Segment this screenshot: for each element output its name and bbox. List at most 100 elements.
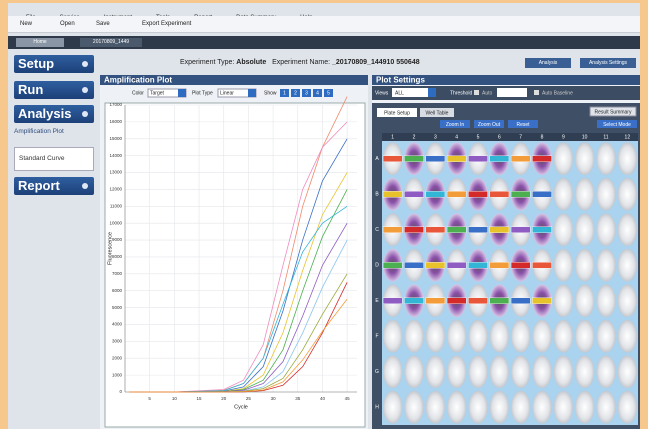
well[interactable] bbox=[553, 248, 573, 282]
well[interactable] bbox=[532, 319, 552, 353]
well[interactable] bbox=[511, 319, 531, 353]
well-tag bbox=[532, 155, 552, 162]
tab[interactable]: 20170809_1449 bbox=[80, 38, 142, 47]
button-label: Select Mode bbox=[603, 122, 631, 128]
well[interactable] bbox=[553, 177, 573, 211]
show-button[interactable] bbox=[291, 89, 300, 97]
button[interactable]: Analysis bbox=[525, 58, 571, 68]
well[interactable] bbox=[425, 319, 445, 353]
well[interactable] bbox=[553, 284, 573, 318]
select-arrow[interactable] bbox=[178, 89, 186, 97]
checkbox[interactable] bbox=[534, 90, 539, 95]
show-button[interactable] bbox=[280, 89, 289, 97]
show-button[interactable] bbox=[324, 89, 333, 97]
well[interactable] bbox=[447, 355, 467, 389]
well[interactable] bbox=[617, 355, 637, 389]
well[interactable] bbox=[575, 213, 595, 247]
button[interactable] bbox=[440, 120, 470, 128]
well[interactable] bbox=[575, 355, 595, 389]
well[interactable] bbox=[596, 142, 616, 176]
well[interactable] bbox=[383, 390, 403, 424]
well[interactable] bbox=[596, 284, 616, 318]
well[interactable] bbox=[617, 248, 637, 282]
button[interactable] bbox=[508, 120, 538, 128]
well[interactable] bbox=[468, 390, 488, 424]
well[interactable] bbox=[532, 390, 552, 424]
well[interactable] bbox=[617, 319, 637, 353]
well-tag bbox=[404, 155, 424, 162]
well[interactable] bbox=[575, 319, 595, 353]
well[interactable] bbox=[468, 355, 488, 389]
well[interactable] bbox=[404, 390, 424, 424]
well[interactable] bbox=[617, 142, 637, 176]
well-tag bbox=[468, 226, 488, 233]
well[interactable] bbox=[553, 390, 573, 424]
button[interactable]: Analysis Settings bbox=[580, 58, 636, 68]
input[interactable] bbox=[497, 88, 527, 97]
button[interactable] bbox=[597, 120, 637, 128]
y-tick-label: 2000 bbox=[112, 355, 123, 360]
tab[interactable] bbox=[377, 108, 417, 117]
well[interactable] bbox=[489, 355, 509, 389]
well[interactable] bbox=[617, 284, 637, 318]
well[interactable] bbox=[553, 355, 573, 389]
row-label: G bbox=[375, 369, 379, 375]
analysis-button[interactable]: Analysis bbox=[14, 105, 94, 123]
well[interactable] bbox=[447, 390, 467, 424]
well[interactable] bbox=[617, 390, 637, 424]
toolbar-button[interactable]: Save bbox=[96, 21, 110, 27]
toolbar-button[interactable]: Open bbox=[60, 21, 75, 27]
toolbar-button[interactable]: Export Experiment bbox=[142, 21, 192, 27]
report-button[interactable]: Report bbox=[14, 177, 94, 195]
well[interactable] bbox=[404, 355, 424, 389]
well[interactable] bbox=[553, 142, 573, 176]
button[interactable] bbox=[589, 106, 637, 117]
well[interactable] bbox=[511, 390, 531, 424]
select-arrow[interactable] bbox=[428, 88, 436, 97]
well[interactable] bbox=[617, 213, 637, 247]
well[interactable] bbox=[383, 319, 403, 353]
well-tag bbox=[532, 297, 552, 304]
well[interactable] bbox=[596, 248, 616, 282]
well[interactable] bbox=[596, 355, 616, 389]
well-tag bbox=[404, 297, 424, 304]
toolbar-button[interactable]: New bbox=[20, 21, 33, 27]
select[interactable] bbox=[392, 88, 434, 97]
well[interactable] bbox=[404, 319, 424, 353]
well[interactable] bbox=[575, 390, 595, 424]
well[interactable] bbox=[468, 319, 488, 353]
well[interactable] bbox=[511, 355, 531, 389]
button[interactable] bbox=[474, 120, 504, 128]
well[interactable] bbox=[425, 390, 445, 424]
well[interactable] bbox=[617, 177, 637, 211]
checkbox[interactable] bbox=[474, 90, 479, 95]
tab[interactable]: Home bbox=[16, 38, 64, 47]
show-button[interactable] bbox=[313, 89, 322, 97]
well[interactable] bbox=[596, 213, 616, 247]
well[interactable] bbox=[575, 284, 595, 318]
well[interactable] bbox=[425, 355, 445, 389]
well[interactable] bbox=[575, 177, 595, 211]
well[interactable] bbox=[575, 142, 595, 176]
setup-button[interactable]: Setup bbox=[14, 55, 94, 73]
column-label: 8 bbox=[541, 134, 544, 140]
well[interactable] bbox=[489, 390, 509, 424]
well-tag bbox=[404, 226, 424, 233]
nav-item[interactable]: Amplification Plot bbox=[14, 128, 64, 135]
well[interactable] bbox=[596, 319, 616, 353]
well[interactable] bbox=[596, 390, 616, 424]
well[interactable] bbox=[383, 355, 403, 389]
well[interactable] bbox=[532, 355, 552, 389]
run-button[interactable]: Run bbox=[14, 81, 94, 99]
show-button[interactable] bbox=[302, 89, 311, 97]
well[interactable] bbox=[489, 319, 509, 353]
well[interactable] bbox=[575, 248, 595, 282]
label: Color bbox=[132, 90, 144, 96]
well[interactable] bbox=[596, 177, 616, 211]
nav-item[interactable]: Standard Curve bbox=[14, 147, 94, 171]
well[interactable] bbox=[447, 319, 467, 353]
well[interactable] bbox=[553, 319, 573, 353]
tab[interactable] bbox=[420, 108, 454, 117]
well[interactable] bbox=[553, 213, 573, 247]
select-arrow[interactable] bbox=[248, 89, 256, 97]
